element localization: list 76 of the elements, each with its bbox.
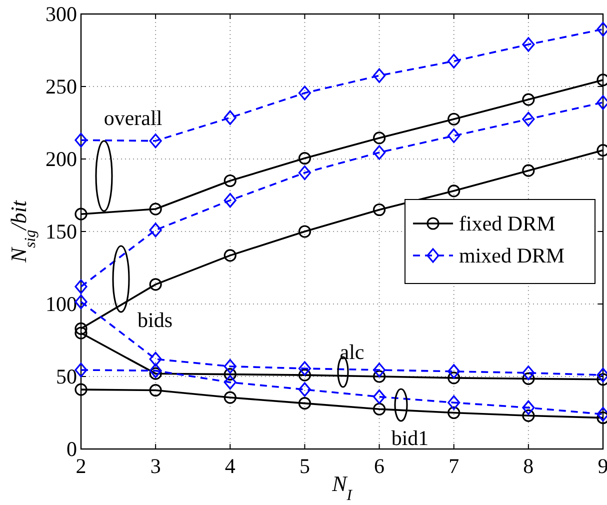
x-tick-label: 5 — [299, 454, 310, 478]
point — [224, 391, 236, 404]
x-tick-label: 8 — [523, 454, 534, 478]
point — [372, 390, 386, 404]
point — [448, 395, 460, 410]
point — [74, 322, 88, 335]
point — [149, 363, 162, 378]
y-tick-label: 150 — [46, 220, 77, 244]
point — [372, 145, 386, 160]
point — [298, 361, 312, 376]
point — [522, 164, 535, 177]
annotation: overall — [104, 106, 162, 130]
point — [372, 402, 386, 416]
y-tick-label: 300 — [46, 2, 77, 26]
point — [372, 362, 386, 378]
y-tick-label: 250 — [46, 74, 77, 98]
y-tick-label: 100 — [46, 292, 77, 316]
point — [149, 202, 162, 216]
point — [74, 362, 88, 378]
point — [522, 372, 535, 385]
point — [448, 184, 460, 198]
point — [224, 375, 236, 390]
annotation: bid1 — [391, 426, 429, 450]
point — [372, 370, 386, 383]
point — [298, 165, 312, 180]
point — [224, 359, 236, 374]
point — [74, 279, 88, 294]
annotation: alc — [340, 340, 364, 364]
point — [522, 366, 535, 380]
y-tick-label: 50 — [56, 364, 77, 388]
point — [448, 406, 460, 420]
point — [149, 367, 162, 380]
point — [224, 368, 236, 381]
point — [522, 409, 535, 422]
point — [522, 93, 535, 106]
point — [74, 208, 88, 220]
point — [224, 110, 236, 125]
x-tick-label: 4 — [224, 454, 236, 478]
x-tick-label: 3 — [150, 454, 161, 478]
point — [224, 193, 236, 208]
point — [448, 372, 460, 384]
x-tick-label: 7 — [448, 454, 460, 478]
legend-label: mixed DRM — [459, 244, 565, 268]
point — [298, 382, 312, 397]
point — [149, 222, 162, 238]
point — [448, 54, 460, 68]
point — [298, 225, 312, 238]
point — [522, 400, 535, 415]
point — [522, 112, 535, 126]
point — [372, 68, 386, 83]
point — [298, 397, 312, 410]
point — [372, 203, 386, 216]
point — [448, 128, 460, 144]
point — [149, 134, 162, 148]
point — [298, 368, 312, 382]
point — [74, 383, 88, 396]
x-tick-label: 2 — [76, 454, 86, 478]
point — [298, 152, 312, 165]
point — [149, 278, 162, 291]
point — [74, 326, 88, 340]
point — [149, 352, 162, 366]
point — [522, 37, 535, 52]
point — [372, 132, 386, 144]
point — [448, 112, 460, 126]
point — [149, 384, 162, 397]
point — [224, 174, 236, 188]
point — [448, 364, 460, 379]
point — [224, 249, 236, 262]
x-tick-label: 6 — [374, 454, 385, 478]
point — [298, 86, 312, 100]
y-tick-label: 0 — [66, 437, 77, 461]
x-axis-title: N$_{I}$ — [331, 471, 353, 504]
annotation: bids — [137, 308, 173, 332]
legend-label: fixed DRM — [459, 212, 556, 236]
y-tick-label: 200 — [46, 147, 77, 171]
point — [74, 132, 88, 148]
